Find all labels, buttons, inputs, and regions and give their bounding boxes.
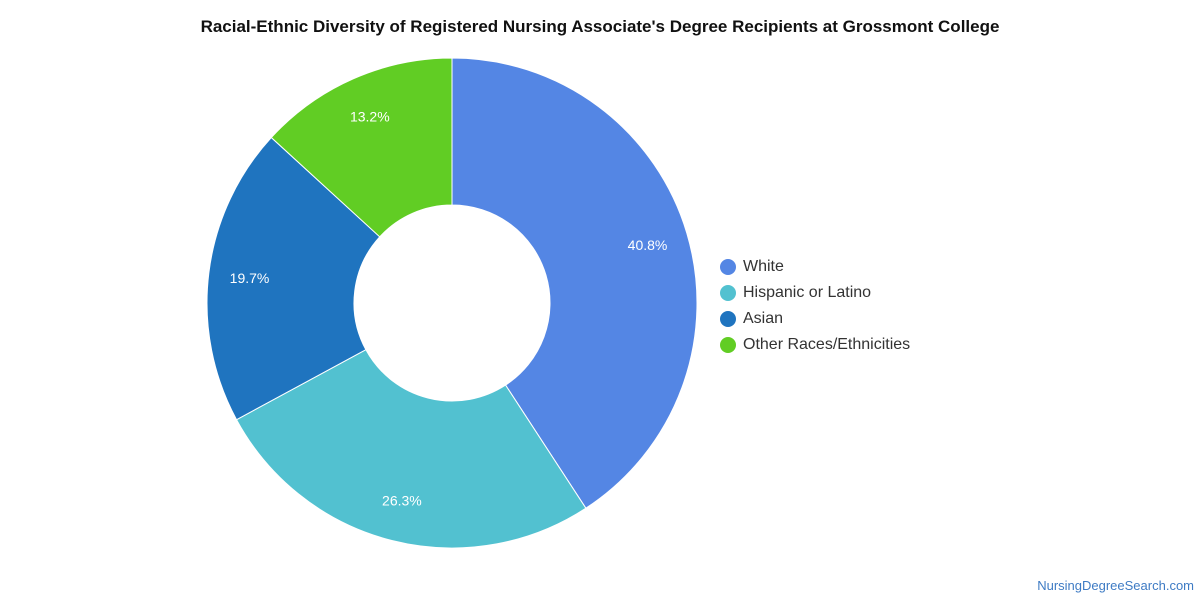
slice-white[interactable] [451, 57, 698, 509]
legend-label: White [743, 258, 784, 275]
legend-swatch-icon [720, 311, 736, 327]
legend-item-other-races-ethnicities[interactable]: Other Races/Ethnicities [720, 332, 910, 358]
legend-swatch-icon [720, 285, 736, 301]
legend-item-hispanic-or-latino[interactable]: Hispanic or Latino [720, 280, 910, 306]
legend-swatch-icon [720, 337, 736, 353]
legend-label: Asian [743, 310, 784, 327]
slice-label-white: 40.8% [628, 237, 668, 253]
slice-hispanic-or-latino[interactable] [235, 348, 587, 549]
legend-item-asian[interactable]: Asian [720, 306, 910, 332]
slice-label-asian: 19.7% [230, 270, 270, 286]
slice-other-races-ethnicities[interactable] [270, 57, 453, 238]
slice-label-other-races-ethnicities: 13.2% [350, 108, 390, 124]
legend: White Hispanic or Latino Asian Other Races/… [720, 254, 910, 358]
slice-asian[interactable] [206, 136, 381, 421]
legend-label: Other Races/Ethnicities [743, 336, 911, 353]
legend-item-white[interactable]: White [720, 254, 910, 280]
slice-label-hispanic-or-latino: 26.3% [382, 493, 422, 509]
legend-label: Hispanic or Latino [743, 284, 872, 301]
source-watermark[interactable]: NursingDegreeSearch.com [1037, 578, 1194, 593]
chart-title: Racial-Ethnic Diversity of Registered Nu… [200, 17, 1000, 36]
legend-swatch-icon [720, 259, 736, 275]
